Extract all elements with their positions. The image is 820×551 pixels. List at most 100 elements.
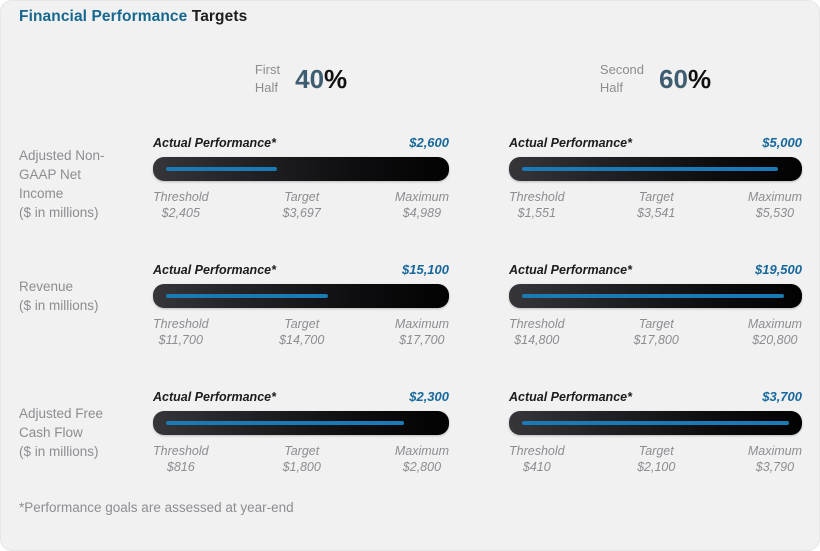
- stat-value: $17,700: [399, 333, 445, 348]
- stat-value: $2,100: [637, 460, 676, 475]
- stat-label: Maximum: [747, 444, 802, 458]
- maximum-stat: Maximum $3,790: [748, 443, 802, 476]
- actual-performance-label: Actual Performance*: [509, 263, 632, 277]
- stat-value: $14,800: [514, 333, 560, 348]
- maximum-stat: Maximum $5,530: [748, 189, 802, 222]
- stat-value: $20,800: [752, 333, 798, 348]
- stat-label: Target: [284, 317, 320, 331]
- period-header-second-half: Second Half 60%: [509, 58, 802, 100]
- bar-track: [522, 167, 789, 171]
- stats-row: Threshold $2,405 Target $3,697 Maximum $…: [153, 189, 449, 222]
- stats-row: Threshold $410 Target $2,100 Maximum $3,…: [509, 443, 802, 476]
- bar-track: [166, 421, 436, 425]
- period-weight: 60%: [659, 64, 711, 95]
- actual-performance-row: Actual Performance* $19,500: [509, 262, 802, 281]
- stat-label: Target: [284, 444, 320, 458]
- page-title-primary: Financial Performance: [19, 8, 188, 25]
- target-stat: Target $17,800: [634, 316, 679, 349]
- actual-performance-value: $19,500: [755, 262, 802, 277]
- page-title: Financial Performance Targets: [19, 8, 247, 26]
- actual-performance-row: Actual Performance* $2,600: [153, 135, 449, 154]
- stat-label: Maximum: [747, 317, 802, 331]
- period-header-first-half: First Half 40%: [153, 58, 449, 100]
- percent-sign: %: [324, 63, 348, 94]
- stat-label: Threshold: [153, 190, 209, 204]
- performance-bar: [153, 157, 449, 181]
- page-title-secondary: Targets: [191, 8, 248, 25]
- stat-value: $17,800: [633, 333, 679, 348]
- stat-label: Threshold: [509, 317, 565, 331]
- cell-free-cash-flow-first-half: Actual Performance* $2,300 Threshold $81…: [153, 389, 449, 476]
- cell-free-cash-flow-second-half: Actual Performance* $3,700 Threshold $41…: [509, 389, 802, 476]
- stat-label: Threshold: [153, 317, 209, 331]
- period-weight: 40%: [295, 64, 347, 95]
- percent-sign: %: [687, 63, 712, 94]
- performance-bar: [509, 411, 802, 435]
- actual-performance-row: Actual Performance* $5,000: [509, 135, 802, 154]
- actual-performance-row: Actual Performance* $3,700: [509, 389, 802, 408]
- bar-fill: [166, 421, 404, 425]
- stat-value: $3,541: [637, 206, 676, 221]
- actual-performance-value: $2,600: [409, 135, 449, 150]
- stat-value: $14,700: [279, 333, 325, 348]
- stat-label: Maximum: [394, 317, 449, 331]
- cell-net-income-first-half: Actual Performance* $2,600 Threshold $2,…: [153, 135, 449, 222]
- actual-performance-label: Actual Performance*: [509, 136, 632, 150]
- stat-label: Target: [638, 444, 674, 458]
- threshold-stat: Threshold $14,800: [509, 316, 565, 349]
- metric-label-net-income: Adjusted Non- GAAP Net Income ($ in mill…: [19, 148, 105, 221]
- stat-value: $2,405: [161, 206, 200, 221]
- stats-row: Threshold $816 Target $1,800 Maximum $2,…: [153, 443, 449, 476]
- threshold-stat: Threshold $2,405: [153, 189, 209, 222]
- actual-performance-label: Actual Performance*: [153, 390, 276, 404]
- stat-label: Threshold: [509, 190, 565, 204]
- bar-fill: [522, 167, 779, 171]
- bar-fill: [166, 294, 328, 298]
- actual-performance-row: Actual Performance* $15,100: [153, 262, 449, 281]
- bar-track: [522, 421, 789, 425]
- bar-fill: [166, 167, 277, 171]
- stat-value: $5,530: [755, 206, 795, 221]
- stat-value: $1,800: [282, 460, 321, 475]
- period-weight-number: 60: [659, 63, 688, 94]
- period-weight-number: 40: [295, 63, 325, 94]
- metric-label-revenue: Revenue ($ in millions): [19, 279, 99, 314]
- performance-bar: [509, 284, 802, 308]
- performance-bar: [509, 157, 802, 181]
- actual-performance-label: Actual Performance*: [509, 390, 632, 404]
- target-stat: Target $1,800: [283, 443, 321, 476]
- threshold-stat: Threshold $410: [509, 443, 565, 476]
- period-name: First Half: [254, 62, 281, 95]
- actual-performance-value: $3,700: [762, 389, 802, 404]
- stat-value: $4,989: [402, 206, 442, 221]
- stats-row: Threshold $14,800 Target $17,800 Maximum…: [509, 316, 802, 349]
- target-stat: Target $2,100: [637, 443, 675, 476]
- metric-label-free-cash-flow: Adjusted Free Cash Flow ($ in millions): [19, 406, 104, 460]
- threshold-stat: Threshold $816: [153, 443, 209, 476]
- maximum-stat: Maximum $2,800: [395, 443, 449, 476]
- actual-performance-value: $5,000: [762, 135, 802, 150]
- stat-value: $816: [166, 460, 195, 475]
- period-name: Second Half: [599, 62, 645, 95]
- maximum-stat: Maximum $20,800: [748, 316, 802, 349]
- stat-value: $11,700: [158, 333, 203, 348]
- actual-performance-row: Actual Performance* $2,300: [153, 389, 449, 408]
- stat-label: Target: [638, 190, 674, 204]
- cell-revenue-first-half: Actual Performance* $15,100 Threshold $1…: [153, 262, 449, 349]
- stat-value: $3,790: [755, 460, 795, 475]
- target-stat: Target $14,700: [279, 316, 324, 349]
- bar-track: [166, 167, 436, 171]
- threshold-stat: Threshold $11,700: [153, 316, 209, 349]
- bar-track: [166, 294, 436, 298]
- stat-label: Target: [638, 317, 674, 331]
- threshold-stat: Threshold $1,551: [509, 189, 565, 222]
- stat-label: Maximum: [394, 444, 449, 458]
- bar-fill: [522, 421, 789, 425]
- performance-bar: [153, 411, 449, 435]
- maximum-stat: Maximum $4,989: [395, 189, 449, 222]
- stat-label: Target: [284, 190, 320, 204]
- bar-track: [522, 294, 789, 298]
- stats-row: Threshold $1,551 Target $3,541 Maximum $…: [509, 189, 802, 222]
- maximum-stat: Maximum $17,700: [395, 316, 449, 349]
